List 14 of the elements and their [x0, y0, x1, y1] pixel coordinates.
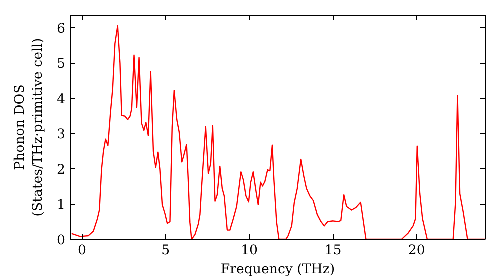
- y-tick-label: 4: [57, 92, 66, 108]
- y-tick-label: 6: [57, 22, 66, 37]
- x-tick-label: 20: [408, 244, 426, 258]
- y-tick-label: 3: [57, 128, 66, 143]
- x-tick-label: 10: [241, 244, 258, 258]
- x-tick-label: 15: [324, 244, 342, 258]
- y-tick-label: 0: [57, 234, 66, 248]
- x-tick-label: 5: [162, 244, 170, 258]
- x-axis-title: Frequency (THz): [220, 262, 336, 278]
- y-tick-label: 1: [57, 198, 66, 214]
- y-axis-title: Phonon DOS (States/THz·primitive cell): [13, 38, 46, 217]
- y-tick-label: 2: [57, 162, 66, 178]
- y-tick-label: 5: [57, 57, 66, 72]
- x-tick-label: 0: [78, 244, 86, 258]
